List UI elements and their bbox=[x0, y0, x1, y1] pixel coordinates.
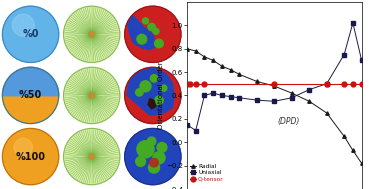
Circle shape bbox=[89, 93, 94, 98]
Circle shape bbox=[63, 6, 120, 62]
Radial bbox=[307, 100, 311, 102]
Polygon shape bbox=[127, 13, 156, 50]
Circle shape bbox=[137, 34, 147, 44]
Line: Uniaxial: Uniaxial bbox=[185, 21, 363, 132]
Radial bbox=[202, 56, 207, 58]
Polygon shape bbox=[127, 68, 174, 115]
Circle shape bbox=[136, 156, 145, 166]
Circle shape bbox=[63, 129, 120, 185]
Circle shape bbox=[157, 143, 167, 152]
Line: Radial: Radial bbox=[185, 47, 363, 165]
Circle shape bbox=[155, 96, 163, 105]
Circle shape bbox=[140, 81, 151, 92]
Uniaxial bbox=[228, 95, 233, 98]
Line: Q-tensor: Q-tensor bbox=[184, 81, 364, 86]
Uniaxial bbox=[202, 94, 207, 97]
Uniaxial bbox=[185, 124, 189, 126]
Polygon shape bbox=[3, 67, 59, 95]
Circle shape bbox=[3, 67, 59, 124]
Circle shape bbox=[137, 141, 154, 158]
Circle shape bbox=[155, 39, 163, 48]
Q-tensor bbox=[188, 83, 193, 85]
Radial bbox=[255, 80, 259, 83]
Circle shape bbox=[153, 28, 159, 34]
Uniaxial bbox=[324, 83, 329, 85]
Radial bbox=[359, 162, 364, 164]
Legend: Radial, Uniaxial, Q-tensor: Radial, Uniaxial, Q-tensor bbox=[190, 163, 224, 182]
Q-tensor bbox=[359, 83, 364, 85]
Text: (DPD): (DPD) bbox=[278, 117, 300, 126]
Radial bbox=[211, 59, 215, 61]
Circle shape bbox=[151, 75, 158, 82]
Circle shape bbox=[136, 89, 143, 96]
Circle shape bbox=[89, 154, 94, 159]
Text: %100: %100 bbox=[15, 152, 45, 162]
Circle shape bbox=[89, 32, 94, 37]
Circle shape bbox=[14, 138, 32, 156]
Circle shape bbox=[150, 158, 158, 167]
Radial bbox=[342, 135, 346, 138]
Q-tensor bbox=[342, 83, 346, 85]
Radial bbox=[290, 92, 294, 94]
Uniaxial bbox=[220, 94, 224, 97]
Q-tensor bbox=[193, 83, 198, 85]
Circle shape bbox=[142, 18, 149, 24]
Uniaxial bbox=[359, 59, 364, 61]
Circle shape bbox=[3, 129, 59, 185]
Polygon shape bbox=[148, 98, 156, 109]
Uniaxial bbox=[290, 97, 294, 99]
Radial bbox=[228, 69, 233, 71]
Circle shape bbox=[3, 6, 59, 62]
Uniaxial bbox=[211, 92, 215, 94]
Circle shape bbox=[125, 6, 181, 62]
Circle shape bbox=[3, 6, 59, 62]
Uniaxial bbox=[351, 22, 355, 24]
Radial bbox=[220, 65, 224, 67]
Circle shape bbox=[148, 23, 155, 31]
Q-tensor bbox=[351, 83, 355, 85]
Circle shape bbox=[149, 162, 159, 173]
Q-tensor bbox=[202, 83, 207, 85]
Y-axis label: Orientational Order: Orientational Order bbox=[158, 62, 165, 129]
Q-tensor bbox=[324, 83, 329, 85]
Circle shape bbox=[125, 129, 181, 185]
Uniaxial bbox=[193, 129, 198, 132]
Uniaxial bbox=[342, 53, 346, 56]
Circle shape bbox=[161, 85, 167, 91]
Uniaxial bbox=[307, 88, 311, 91]
Radial bbox=[237, 73, 242, 76]
Radial bbox=[185, 47, 189, 50]
Uniaxial bbox=[237, 97, 242, 99]
Text: %0: %0 bbox=[22, 29, 39, 39]
Q-tensor bbox=[185, 83, 189, 85]
Circle shape bbox=[153, 152, 165, 164]
Circle shape bbox=[147, 137, 156, 146]
Radial bbox=[324, 112, 329, 114]
Q-tensor bbox=[272, 83, 276, 85]
Uniaxial bbox=[272, 100, 276, 102]
Text: %50: %50 bbox=[19, 91, 42, 100]
Circle shape bbox=[63, 67, 120, 124]
Radial bbox=[272, 85, 276, 87]
Radial bbox=[351, 149, 355, 152]
Uniaxial bbox=[255, 99, 259, 101]
Radial bbox=[193, 50, 198, 52]
Circle shape bbox=[12, 14, 34, 36]
Circle shape bbox=[125, 67, 181, 124]
